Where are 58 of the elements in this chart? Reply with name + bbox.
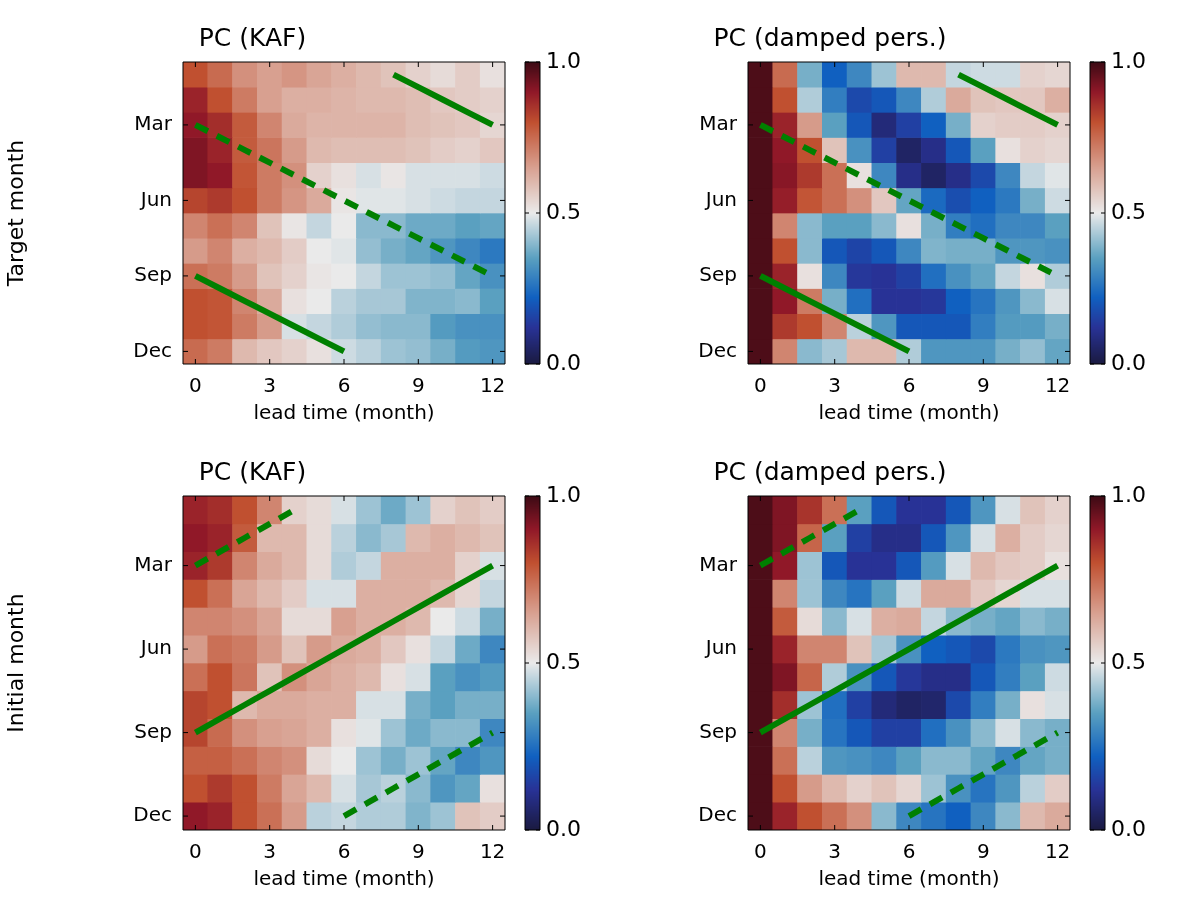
- x-tick-label: 0: [189, 373, 202, 398]
- y-tick-label: Sep: [134, 718, 172, 743]
- x-tick-label: 3: [263, 839, 277, 864]
- x-axis-title: lead time (month): [818, 866, 1000, 891]
- y-tick-label: Sep: [699, 718, 737, 743]
- color-bar-label: 1.0: [1111, 47, 1146, 73]
- y-tick-label: Sep: [134, 262, 172, 287]
- y-tick-label: Jun: [138, 186, 172, 211]
- x-tick-label: 9: [976, 839, 990, 864]
- color-bar-label: 0.0: [546, 815, 581, 841]
- x-tick-label: 3: [263, 373, 277, 398]
- color-bar-label: 0.5: [1111, 198, 1146, 224]
- x-tick-label: 0: [754, 373, 767, 398]
- x-tick-label: 9: [411, 839, 425, 864]
- x-tick-label: 0: [189, 839, 202, 864]
- x-tick-label: 6: [337, 373, 351, 398]
- y-axis-title: Initial month: [2, 593, 28, 733]
- y-tick-label: Mar: [699, 111, 738, 136]
- y-tick-label: Mar: [134, 111, 173, 136]
- x-axis-title: lead time (month): [818, 400, 1000, 425]
- color-bar-label: 0.0: [1111, 349, 1146, 375]
- x-tick-label: 3: [828, 839, 842, 864]
- chart-title: PC (KAF): [198, 456, 307, 486]
- x-axis-title: lead time (month): [253, 400, 435, 425]
- color-bar-label: 1.0: [546, 47, 581, 73]
- x-tick-label: 9: [976, 373, 990, 398]
- x-tick-label: 6: [337, 839, 351, 864]
- y-tick-label: Mar: [699, 551, 738, 576]
- y-tick-label: Sep: [699, 262, 737, 287]
- x-axis-title: lead time (month): [253, 866, 435, 891]
- color-bar-label: 0.0: [546, 349, 581, 375]
- color-bar-label: 1.0: [546, 481, 581, 507]
- x-tick-label: 12: [1044, 373, 1071, 398]
- y-axis-title: Target month: [2, 139, 28, 288]
- y-tick-label: Jun: [703, 186, 737, 211]
- color-bar-label: 1.0: [1111, 481, 1146, 507]
- x-tick-label: 3: [828, 373, 842, 398]
- y-tick-label: Jun: [703, 635, 737, 660]
- x-tick-label: 9: [411, 373, 425, 398]
- chart-title: PC (damped pers.): [713, 22, 947, 52]
- x-tick-label: 12: [479, 373, 506, 398]
- y-tick-label: Dec: [133, 337, 172, 362]
- y-tick-label: Mar: [134, 551, 173, 576]
- color-bar-label: 0.5: [1111, 648, 1146, 674]
- y-tick-label: Dec: [133, 802, 172, 827]
- x-tick-label: 6: [902, 373, 916, 398]
- x-tick-label: 0: [754, 839, 767, 864]
- x-tick-label: 12: [479, 839, 506, 864]
- color-bar-label: 0.5: [546, 198, 581, 224]
- x-tick-label: 12: [1044, 839, 1071, 864]
- chart-title: PC (damped pers.): [713, 456, 947, 486]
- color-bar-label: 0.0: [1111, 815, 1146, 841]
- x-tick-label: 6: [902, 839, 916, 864]
- color-bar-label: 0.5: [546, 648, 581, 674]
- y-tick-label: Dec: [698, 802, 737, 827]
- y-tick-label: Dec: [698, 337, 737, 362]
- y-tick-label: Jun: [138, 635, 172, 660]
- chart-title: PC (KAF): [198, 22, 307, 52]
